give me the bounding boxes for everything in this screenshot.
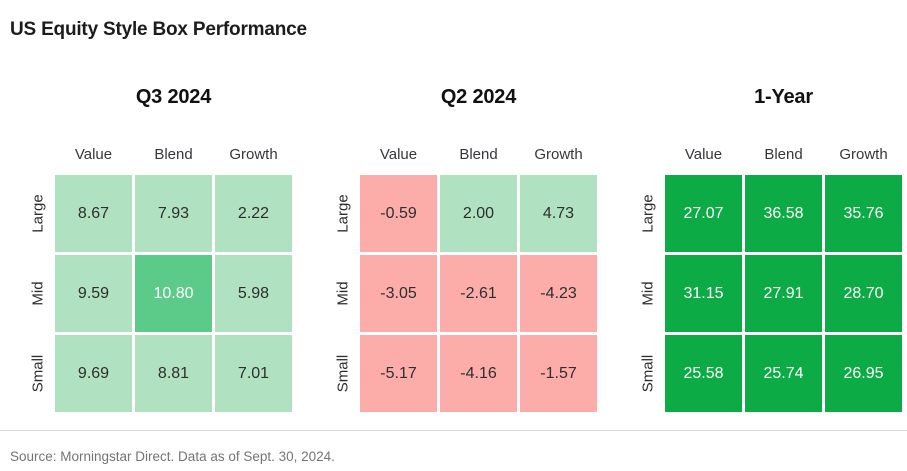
cell-mid-growth: 28.70 [825,255,902,332]
row-label-large: Large [634,175,662,252]
row-label-large: Large [24,175,52,252]
cell-large-growth: 4.73 [520,175,597,252]
cell-small-value: 25.58 [665,335,742,412]
panel-title: 1-Year [754,86,813,108]
column-header-growth: Growth [229,146,278,163]
style-box-grid: Large -0.59 2.00 4.73 Mid -3.05 -2.61 -4… [329,175,597,412]
panel-1-year: 1-Year Value Blend Growth Large 27.07 36… [634,86,902,412]
row-label-small: Small [24,335,52,412]
cell-small-blend: 25.74 [745,335,822,412]
row-label-text: Large [29,194,47,233]
cell-mid-value: 9.59 [55,255,132,332]
row-label-text: Mid [334,281,352,306]
cell-large-blend: 36.58 [745,175,822,252]
row-label-mid: Mid [329,255,357,332]
cell-small-growth: 26.95 [825,335,902,412]
cell-small-value: 9.69 [55,335,132,412]
corner-spacer [24,146,52,163]
column-headers: Value Blend Growth [24,146,292,163]
cell-small-growth: 7.01 [215,335,292,412]
panel-q3-2024: Q3 2024 Value Blend Growth Large 8.67 7.… [24,86,292,412]
cell-large-blend: 7.93 [135,175,212,252]
row-label-small: Small [329,335,357,412]
panel-q2-2024: Q2 2024 Value Blend Growth Large -0.59 2… [329,86,597,412]
cell-large-growth: 35.76 [825,175,902,252]
cell-large-blend: 2.00 [440,175,517,252]
row-label-text: Large [334,194,352,233]
row-label-small: Small [634,335,662,412]
column-header-value: Value [74,146,113,163]
cell-mid-blend: 27.91 [745,255,822,332]
column-header-growth: Growth [839,146,888,163]
row-label-text: Small [29,354,47,393]
column-header-blend: Blend [459,146,498,163]
corner-spacer [329,146,357,163]
cell-large-value: 8.67 [55,175,132,252]
cell-large-value: 27.07 [665,175,742,252]
column-header-blend: Blend [154,146,193,163]
column-header-value: Value [379,146,418,163]
panel-title: Q2 2024 [440,86,517,108]
cell-small-blend: 8.81 [135,335,212,412]
style-box-grid: Large 8.67 7.93 2.22 Mid 9.59 10.80 5.98… [24,175,292,412]
style-box-grid: Large 27.07 36.58 35.76 Mid 31.15 27.91 … [634,175,902,412]
row-label-mid: Mid [24,255,52,332]
cell-small-growth: -1.57 [520,335,597,412]
footer-divider [0,430,907,431]
cell-small-value: -5.17 [360,335,437,412]
column-header-growth: Growth [534,146,583,163]
cell-mid-blend: 10.80 [135,255,212,332]
row-label-mid: Mid [634,255,662,332]
cell-mid-value: -3.05 [360,255,437,332]
cell-mid-growth: -4.23 [520,255,597,332]
column-header-value: Value [684,146,723,163]
source-note: Source: Morningstar Direct. Data as of S… [10,449,335,464]
row-label-large: Large [329,175,357,252]
cell-mid-blend: -2.61 [440,255,517,332]
corner-spacer [634,146,662,163]
cell-mid-growth: 5.98 [215,255,292,332]
cell-small-blend: -4.16 [440,335,517,412]
panel-title: Q3 2024 [135,86,212,108]
cell-large-growth: 2.22 [215,175,292,252]
column-headers: Value Blend Growth [329,146,597,163]
cell-large-value: -0.59 [360,175,437,252]
row-label-text: Mid [639,281,657,306]
page-title: US Equity Style Box Performance [10,18,307,40]
row-label-text: Small [639,354,657,393]
column-header-blend: Blend [764,146,803,163]
column-headers: Value Blend Growth [634,146,902,163]
row-label-text: Mid [29,281,47,306]
style-box-panels: Q3 2024 Value Blend Growth Large 8.67 7.… [24,86,902,412]
row-label-text: Small [334,354,352,393]
row-label-text: Large [639,194,657,233]
cell-mid-value: 31.15 [665,255,742,332]
